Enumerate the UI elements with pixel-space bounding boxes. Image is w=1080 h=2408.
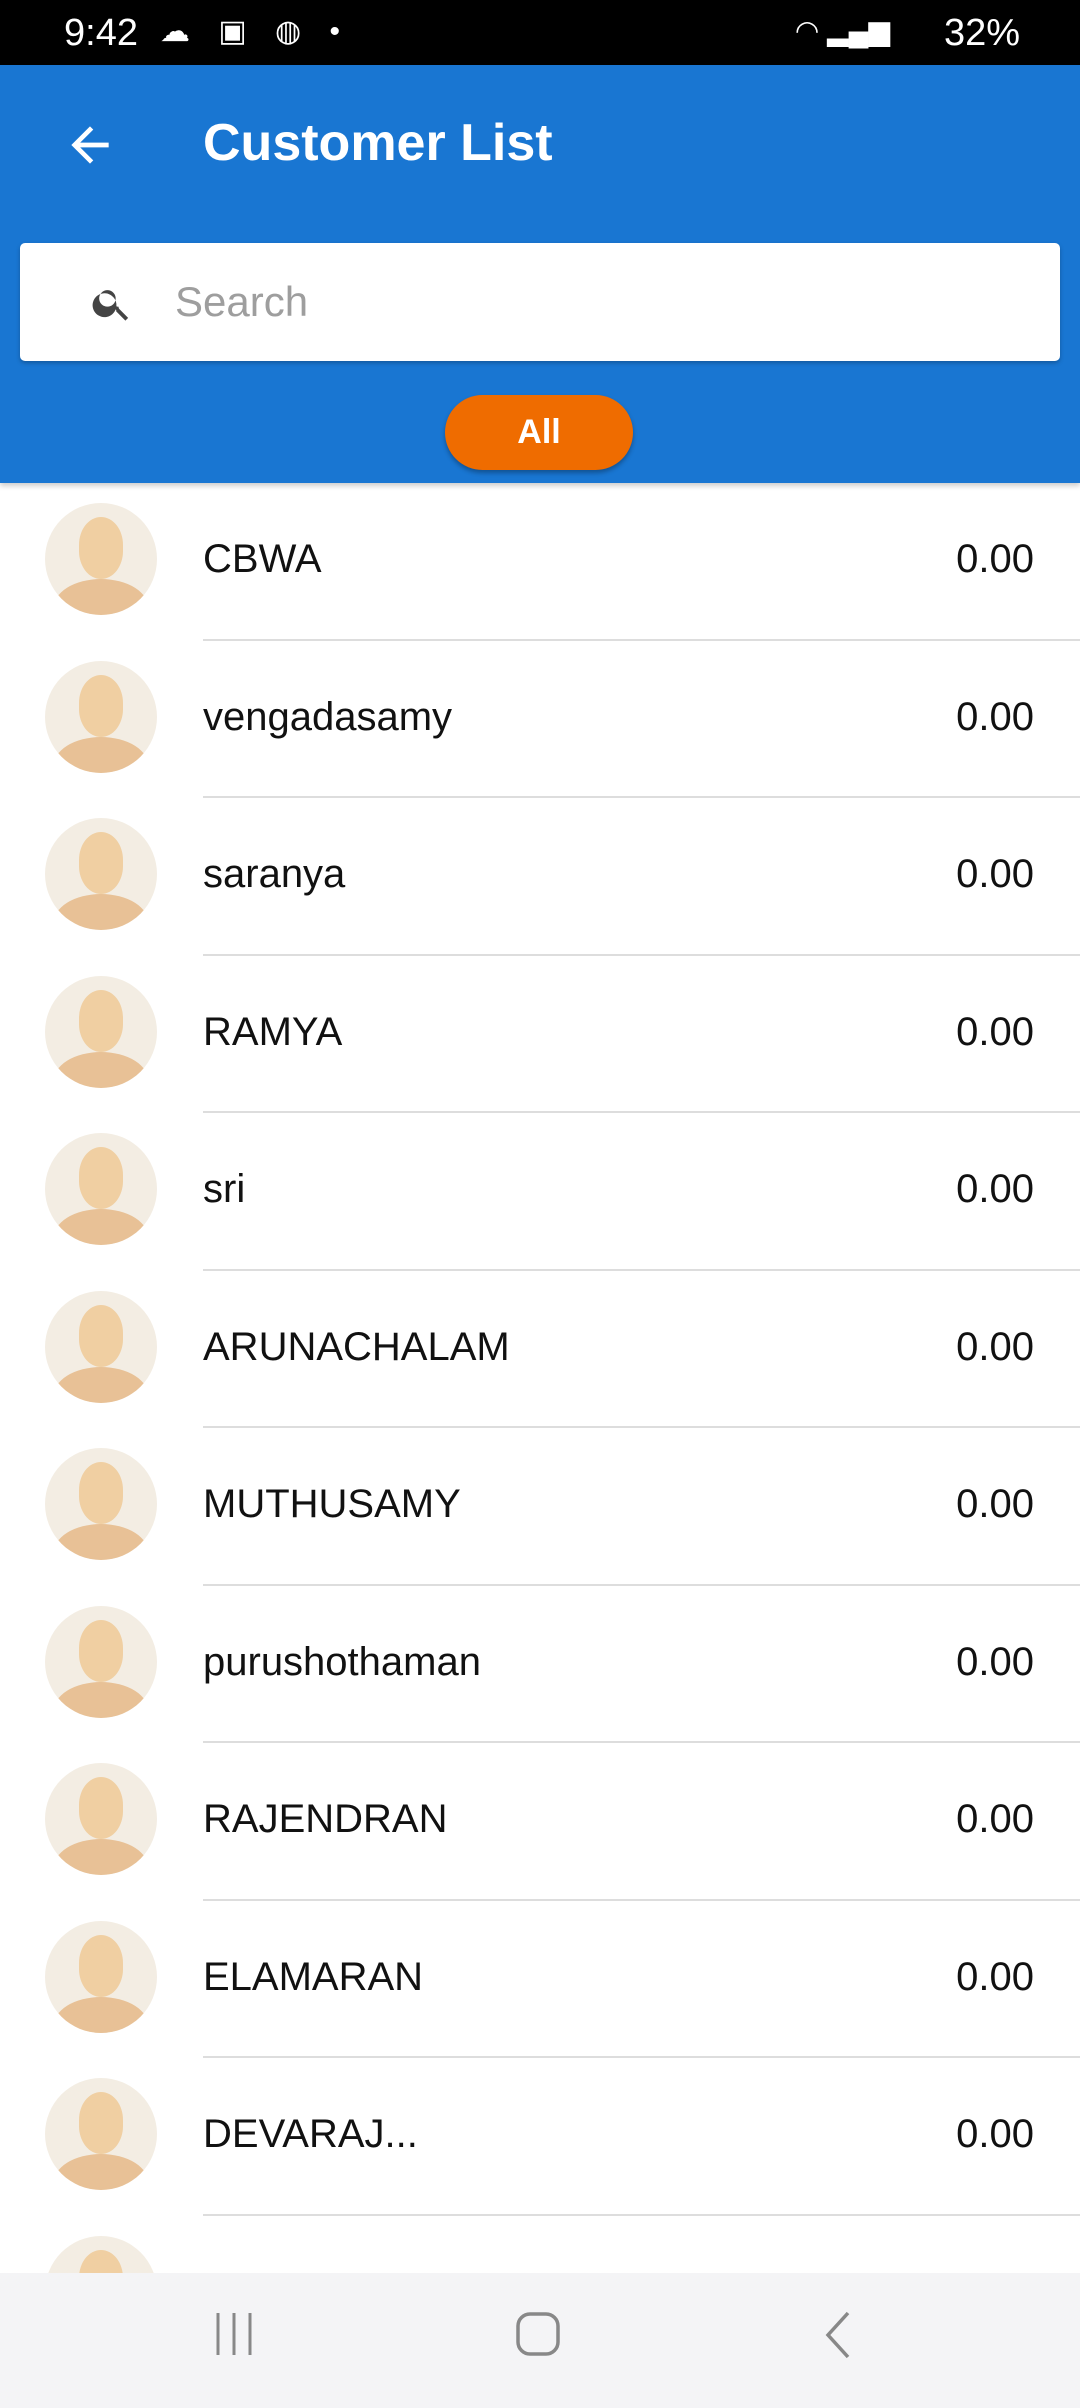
customer-amount: 0.00 [956, 1797, 1034, 1841]
divider [203, 2056, 1080, 2058]
avatar [45, 1763, 157, 1875]
customer-amount: 0.00 [956, 852, 1034, 896]
divider [203, 953, 1080, 956]
divider [203, 1111, 1080, 1113]
customer-row[interactable]: ELAMARAN 0.00 [0, 1901, 1080, 2058]
customer-amount: 0.00 [956, 1009, 1034, 1054]
battery-text: 32% [943, 12, 1020, 54]
customer-amount: 0.00 [956, 1954, 1034, 1999]
back-nav-icon[interactable] [822, 2311, 852, 2364]
status-time: 9:42 [64, 12, 138, 54]
divider [203, 2213, 1080, 2216]
customer-amount: 0.00 [956, 1639, 1034, 1684]
customer-row[interactable]: sri 0.00 [0, 1113, 1080, 1271]
divider [203, 1898, 1080, 1901]
avatar [45, 503, 157, 615]
customer-row[interactable]: RAJENDRAN 0.00 [0, 1743, 1080, 1901]
customer-list[interactable]: CBWA 0.00 vengadasamy 0.00 saranya 0.00 … [0, 483, 1080, 2273]
avatar [45, 1920, 157, 2033]
system-nav-bar [0, 2273, 1080, 2408]
search-box[interactable] [20, 243, 1060, 361]
search-icon [92, 290, 129, 321]
search-input[interactable] [175, 243, 1025, 361]
notification-icons: ☁ ▣ ◍ • [160, 15, 351, 48]
divider [203, 1741, 1080, 1743]
divider [203, 638, 1080, 641]
avatar [45, 1605, 157, 1718]
avatar [45, 2078, 157, 2190]
status-bar: 9:42 ☁ ▣ ◍ • ◠ ▂▄▆ 32% [0, 0, 1080, 65]
customer-row[interactable]: purushothaman 0.00 [0, 1586, 1080, 1743]
back-arrow-icon[interactable] [62, 117, 118, 173]
customer-name: ARUNACHALAM [203, 1324, 510, 1369]
divider [203, 1583, 1080, 1586]
customer-row-partial[interactable] [0, 2216, 1080, 2273]
customer-name: DEVARAJ... [203, 2112, 418, 2156]
avatar [45, 2235, 157, 2273]
avatar [45, 975, 157, 1088]
customer-row[interactable]: MUTHUSAMY 0.00 [0, 1428, 1080, 1586]
avatar [45, 1448, 157, 1560]
customer-amount: 0.00 [956, 2112, 1034, 2156]
recents-icon[interactable] [212, 2311, 256, 2362]
customer-row[interactable]: DEVARAJ... 0.00 [0, 2058, 1080, 2216]
customer-name: vengadasamy [203, 694, 453, 739]
customer-amount: 0.00 [956, 1324, 1034, 1369]
home-icon[interactable] [515, 2311, 561, 2362]
customer-row[interactable]: RAMYA 0.00 [0, 956, 1080, 1113]
divider [203, 796, 1080, 798]
customer-amount: 0.00 [956, 537, 1034, 581]
avatar [45, 1290, 157, 1403]
customer-name: saranya [203, 852, 346, 896]
avatar [45, 660, 157, 773]
customer-row[interactable]: vengadasamy 0.00 [0, 641, 1080, 798]
customer-name: RAJENDRAN [203, 1797, 448, 1841]
customer-name: MUTHUSAMY [203, 1482, 461, 1526]
customer-name: CBWA [203, 537, 322, 581]
customer-name: RAMYA [203, 1009, 343, 1054]
app-bar: Customer List All [0, 65, 1080, 483]
divider [203, 1426, 1080, 1428]
customer-amount: 0.00 [956, 1482, 1034, 1526]
customer-name: purushothaman [203, 1639, 481, 1684]
customer-name: ELAMARAN [203, 1954, 424, 1999]
customer-row[interactable]: ARUNACHALAM 0.00 [0, 1271, 1080, 1428]
customer-name: sri [203, 1167, 246, 1211]
customer-row[interactable]: CBWA 0.00 [0, 483, 1080, 641]
divider [203, 1268, 1080, 1271]
wifi-signal-icon: ◠ ▂▄▆ [794, 15, 890, 46]
customer-amount: 0.00 [956, 1167, 1034, 1211]
filter-all-chip[interactable]: All [445, 395, 633, 470]
customer-row[interactable]: saranya 0.00 [0, 798, 1080, 956]
customer-amount: 0.00 [956, 694, 1034, 739]
page-title: Customer List [203, 114, 553, 172]
avatar [45, 818, 157, 930]
avatar [45, 1133, 157, 1245]
